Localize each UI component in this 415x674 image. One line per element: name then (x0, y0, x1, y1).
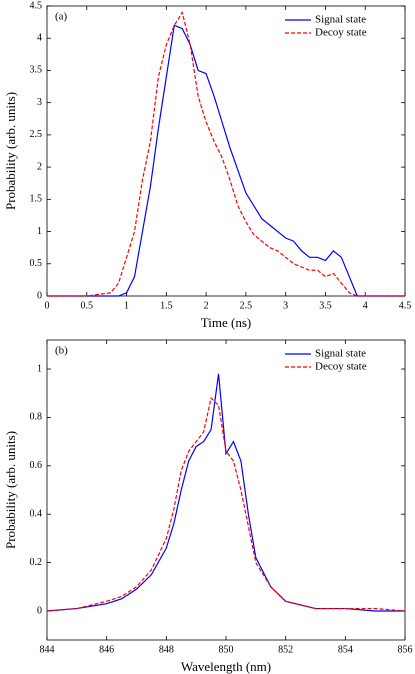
plot-frame (46, 339, 406, 641)
x-tick-label: 3 (283, 300, 288, 311)
plot-frame (46, 5, 406, 297)
legend-label: Decoy state (315, 361, 367, 373)
y-tick-label: 1 (37, 363, 42, 374)
x-axis-label: Wavelength (nm) (181, 659, 271, 674)
y-axis-label: Probability (arb. units) (3, 431, 18, 549)
x-tick-label: 0 (45, 300, 50, 311)
y-tick-label: 3.5 (30, 65, 43, 76)
y-tick-label: 0.8 (30, 412, 43, 423)
x-tick-label: 4.5 (399, 300, 412, 311)
series-line (47, 24, 405, 297)
x-tick-label: 856 (398, 644, 413, 655)
x-tick-label: 1 (124, 300, 129, 311)
series-line (46, 373, 405, 612)
series-line (46, 396, 406, 612)
y-tick-label: 0.2 (30, 557, 43, 568)
x-tick-label: 854 (338, 644, 353, 655)
y-tick-label: 0 (37, 605, 42, 616)
y-tick-label: 0 (37, 290, 42, 301)
y-tick-label: 0.4 (30, 508, 43, 519)
x-tick-label: 844 (40, 644, 55, 655)
y-tick-label: 0.6 (30, 460, 43, 471)
y-tick-label: 4 (37, 33, 42, 44)
x-tick-label: 2 (204, 300, 209, 311)
x-tick-label: 3.5 (319, 300, 332, 311)
y-tick-label: 3 (37, 97, 42, 108)
panel-label: (a) (55, 11, 68, 23)
y-tick-label: 2 (37, 161, 42, 172)
x-axis-label: Time (ns) (201, 315, 251, 330)
x-tick-label: 0.5 (81, 300, 94, 311)
x-tick-label: 1.5 (160, 300, 173, 311)
legend-label: Decoy state (315, 27, 367, 39)
y-tick-label: 4.5 (30, 0, 43, 11)
x-tick-label: 852 (278, 644, 293, 655)
y-axis-label: Probability (arb. units) (3, 92, 18, 210)
legend-label: Signal state (315, 14, 366, 26)
y-tick-label: 1 (37, 226, 42, 237)
x-tick-label: 846 (99, 644, 114, 655)
legend-label: Signal state (315, 348, 366, 360)
y-tick-label: 0.5 (30, 258, 43, 269)
panel-label: (b) (55, 345, 68, 357)
series-line (47, 10, 405, 297)
x-tick-label: 2.5 (240, 300, 253, 311)
y-tick-label: 2.5 (30, 129, 43, 140)
y-tick-label: 1.5 (30, 194, 43, 205)
x-tick-label: 850 (219, 644, 234, 655)
x-tick-label: 848 (159, 644, 174, 655)
x-tick-label: 4 (363, 300, 368, 311)
